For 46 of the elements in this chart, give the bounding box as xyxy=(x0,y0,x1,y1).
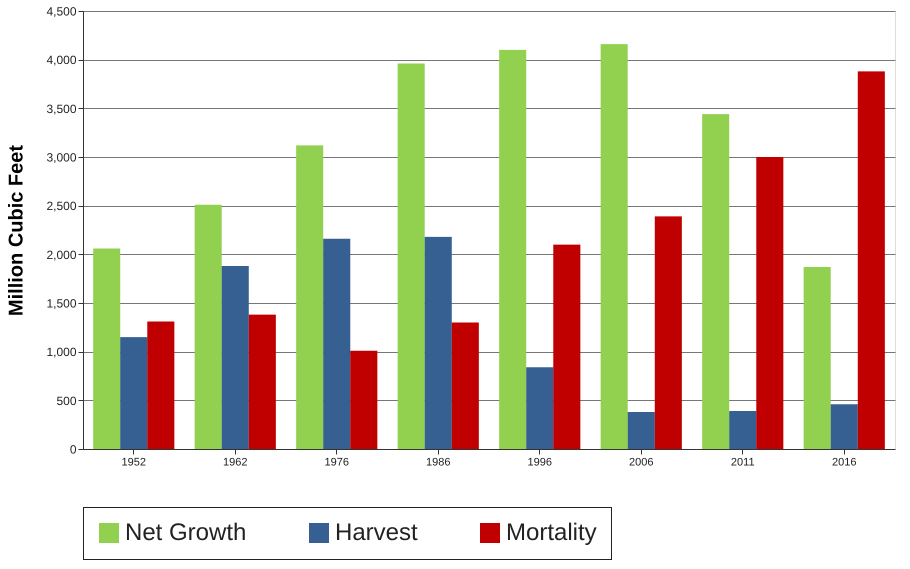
bar xyxy=(194,204,222,449)
x-tick-label: 1952 xyxy=(122,456,146,468)
x-tick-label: 2016 xyxy=(832,456,856,468)
bar xyxy=(654,216,682,449)
bar xyxy=(248,314,276,449)
legend-label: Harvest xyxy=(335,519,418,546)
bar xyxy=(600,44,628,449)
bar xyxy=(323,238,350,449)
bar xyxy=(858,71,885,449)
y-tick-label: 2,000 xyxy=(46,248,77,262)
bar xyxy=(398,64,425,449)
x-tick-label: 2006 xyxy=(629,456,654,468)
bar xyxy=(702,114,730,449)
x-tick-label: 1976 xyxy=(324,456,349,468)
y-tick-label: 4,000 xyxy=(46,53,77,68)
bar xyxy=(628,412,655,449)
bar xyxy=(120,337,148,449)
y-tick-label: 500 xyxy=(56,394,77,408)
legend-label: Net Growth xyxy=(125,519,246,546)
y-tick-label: 4,500 xyxy=(46,4,77,18)
x-tick-label: 2011 xyxy=(730,456,755,468)
bar xyxy=(147,321,174,449)
legend-label: Mortality xyxy=(506,519,597,546)
bar xyxy=(729,411,756,449)
y-tick-label: 3,500 xyxy=(46,102,77,116)
y-tick-label: 1,000 xyxy=(46,345,77,360)
bar xyxy=(424,236,452,449)
bar xyxy=(296,145,324,449)
bar xyxy=(499,50,526,449)
y-axis-title: Million Cubic Feet xyxy=(5,144,28,316)
y-tick-label: 0 xyxy=(70,442,77,456)
bar xyxy=(350,350,378,449)
bar xyxy=(526,367,554,449)
bar xyxy=(93,248,120,449)
x-tick-label: 1962 xyxy=(223,456,248,468)
y-tick-label: 2,500 xyxy=(46,199,77,214)
bar xyxy=(804,266,831,449)
y-tick-label: 1,500 xyxy=(46,296,77,310)
bar xyxy=(553,244,580,449)
bar xyxy=(756,157,784,449)
bar xyxy=(452,322,479,449)
bar xyxy=(830,404,858,449)
x-tick-label: 1986 xyxy=(426,456,450,468)
bar xyxy=(222,266,249,449)
x-tick-label: 1996 xyxy=(528,456,552,468)
y-tick-label: 3,000 xyxy=(46,150,77,164)
